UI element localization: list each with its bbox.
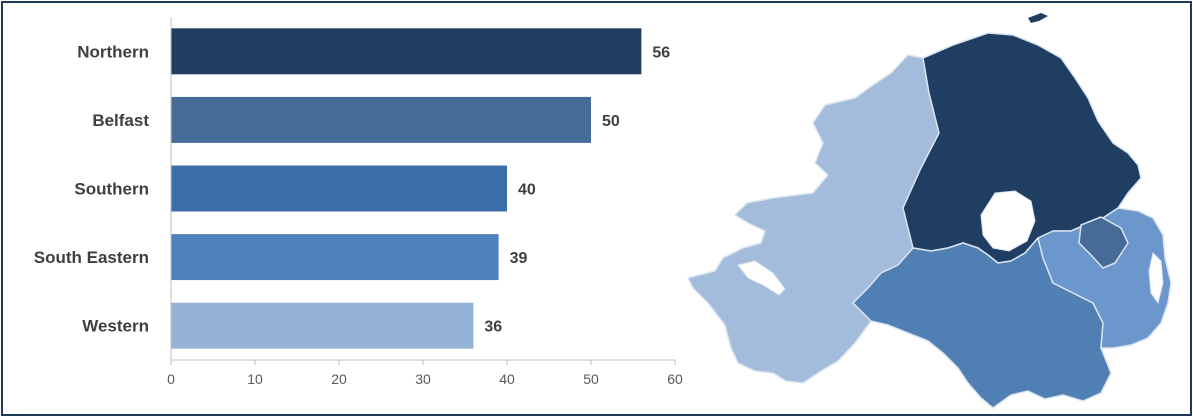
value-label-southern: 40 [518, 182, 536, 199]
value-label-belfast: 50 [602, 113, 620, 130]
strangford-lough [1148, 252, 1164, 305]
lough-erne [737, 260, 786, 296]
map-region-belfast [1078, 216, 1129, 269]
x-tick-label-50: 50 [583, 371, 599, 387]
x-tick-label-0: 0 [167, 371, 175, 387]
category-label-western: Western [82, 317, 149, 336]
x-tick-label-20: 20 [331, 371, 347, 387]
lough-neagh [980, 190, 1036, 252]
x-tick-label-30: 30 [415, 371, 431, 387]
bar-northern [171, 28, 642, 75]
category-label-belfast: Belfast [92, 111, 149, 130]
bar-western [171, 302, 474, 349]
bar-chart: Northern 56 Belfast 50 Southern 40 South Easte… [34, 13, 1172, 409]
map-region-western [687, 54, 940, 384]
value-label-northern: 56 [652, 44, 670, 61]
region-map [687, 13, 1172, 409]
rathlin-island [1028, 13, 1048, 23]
category-label-southern: Southern [74, 180, 149, 199]
bar-belfast [171, 96, 591, 143]
x-tick-label-40: 40 [499, 371, 515, 387]
value-label-western: 36 [484, 319, 502, 336]
category-label-south-eastern: South Eastern [34, 248, 149, 267]
bar-south-eastern [171, 234, 499, 281]
x-ticks-layer: 0 10 20 30 40 50 60 [167, 360, 683, 387]
bar-southern [171, 165, 507, 212]
value-label-south-eastern: 39 [510, 250, 528, 267]
x-tick-label-60: 60 [667, 371, 683, 387]
category-label-northern: Northern [77, 42, 149, 61]
bars-layer: Northern 56 Belfast 50 Southern 40 South Easte… [34, 28, 670, 349]
x-tick-label-10: 10 [247, 371, 263, 387]
map-region-southern [852, 237, 1112, 409]
